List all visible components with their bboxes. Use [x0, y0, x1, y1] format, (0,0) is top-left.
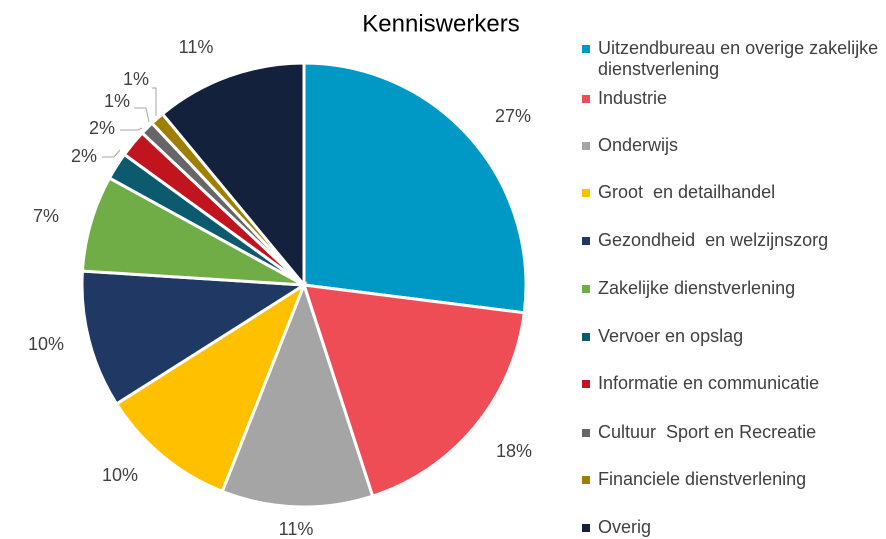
data-label: 1% — [104, 91, 130, 111]
legend-swatch — [582, 237, 590, 245]
legend-swatch — [582, 142, 590, 150]
legend-swatch — [582, 380, 590, 388]
legend-item: Cultuur Sport en Recreatie — [582, 422, 882, 443]
data-label: 11% — [179, 37, 214, 57]
legend-label: Overig — [598, 517, 652, 537]
legend-item: Financiele dienstverlening — [582, 469, 882, 490]
legend-swatch — [582, 476, 590, 484]
legend-label: Vervoer en opslag — [598, 326, 744, 346]
legend-label: Uitzendbureau en overige zakelijke diens… — [598, 38, 884, 79]
legend-item: Gezondheid en welzijnszorg — [582, 230, 882, 251]
legend-swatch — [582, 285, 590, 293]
data-label: 10% — [28, 334, 64, 354]
legend-item: Industrie — [582, 88, 882, 109]
legend-item: Groot en detailhandel — [582, 182, 882, 203]
legend-item: Informatie en communicatie — [582, 373, 882, 394]
data-label: 2% — [71, 146, 97, 166]
pie-slice — [114, 281, 308, 494]
legend-label: Groot en detailhandel — [598, 182, 776, 202]
data-label: 2% — [89, 118, 115, 138]
legend-swatch — [582, 45, 590, 53]
legend-label: Zakelijke dienstverlening — [598, 278, 796, 298]
legend-swatch — [582, 524, 590, 532]
data-label: 10% — [102, 465, 138, 485]
legend-swatch — [582, 333, 590, 341]
data-label: 1% — [123, 69, 149, 89]
legend-item: Zakelijke dienstverlening — [582, 278, 882, 299]
legend-item: Uitzendbureau en overige zakelijke diens… — [582, 38, 882, 80]
data-label: 27% — [495, 106, 531, 126]
legend-label: Informatie en communicatie — [598, 373, 820, 393]
pie-slice — [302, 61, 528, 315]
data-label: 11% — [279, 519, 314, 539]
legend-label: Financiele dienstverlening — [598, 469, 807, 489]
leader-lines — [102, 87, 157, 158]
legend-item: Vervoer en opslag — [582, 326, 882, 347]
legend-label: Cultuur Sport en Recreatie — [598, 422, 817, 442]
data-label: 7% — [33, 206, 59, 226]
data-label: 18% — [496, 441, 532, 461]
pie-slice — [80, 269, 309, 407]
legend-item: Onderwijs — [582, 135, 882, 156]
legend-swatch — [582, 95, 590, 103]
legend-item: Overig — [582, 517, 882, 538]
pie-slice — [301, 283, 526, 499]
chart-title: Kenniswerkers — [362, 10, 519, 37]
pie-slice — [160, 61, 306, 290]
legend-label: Onderwijs — [598, 135, 679, 155]
legend-label: Industrie — [598, 88, 668, 108]
legend-swatch — [582, 189, 590, 197]
pie-slice — [220, 280, 375, 509]
legend-label: Gezondheid en welzijnszorg — [598, 230, 829, 250]
legend-swatch — [582, 429, 590, 437]
